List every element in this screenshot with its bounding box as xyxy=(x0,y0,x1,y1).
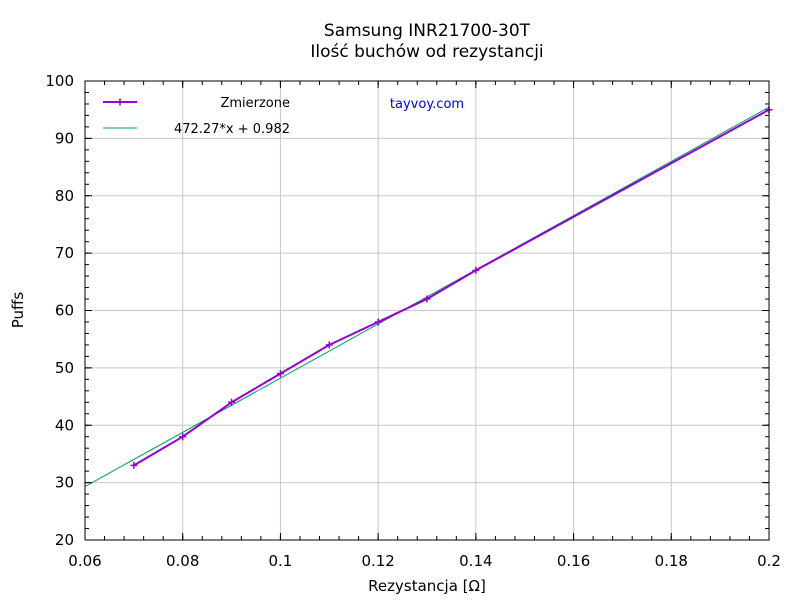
y-tick-label: 20 xyxy=(55,531,74,549)
data-point xyxy=(374,318,382,326)
data-point xyxy=(130,461,138,469)
data-point xyxy=(179,433,187,441)
y-axis-label: Puffs xyxy=(9,292,27,329)
x-tick-labels: 0.06 0.08 0.1 0.12 0.14 0.16 0.18 0.2 xyxy=(68,552,781,570)
y-tick-label: 60 xyxy=(55,302,74,320)
legend-label-measured: Zmierzone xyxy=(220,96,290,111)
watermark-text: tayvoy.com xyxy=(390,97,464,112)
legend-label-fit: 472.27*x + 0.982 xyxy=(174,122,290,137)
y-tick-label: 80 xyxy=(55,187,74,205)
y-tick-label: 50 xyxy=(55,359,74,377)
axis-ticks xyxy=(84,80,770,541)
x-axis-label: Rezystancja [Ω] xyxy=(368,577,486,595)
x-tick-label: 0.06 xyxy=(68,552,101,570)
x-tick-label: 0.08 xyxy=(166,552,199,570)
y-tick-labels: 20 30 40 50 60 70 80 90 100 xyxy=(45,72,74,549)
data-point xyxy=(228,398,236,406)
x-tick-label: 0.16 xyxy=(557,552,590,570)
chart-subtitle: Ilość buchów od rezystancji xyxy=(310,42,543,62)
grid xyxy=(85,81,769,540)
x-tick-label: 0.18 xyxy=(655,552,688,570)
x-tick-label: 0.1 xyxy=(268,552,292,570)
y-tick-label: 40 xyxy=(55,416,74,434)
data-point xyxy=(472,266,480,274)
series-layer xyxy=(130,106,773,469)
y-tick-label: 100 xyxy=(45,72,74,90)
x-tick-label: 0.12 xyxy=(361,552,394,570)
x-tick-label: 0.2 xyxy=(757,552,781,570)
x-tick-label: 0.14 xyxy=(459,552,492,570)
data-point xyxy=(325,341,333,349)
y-tick-label: 30 xyxy=(55,474,74,492)
data-point xyxy=(423,295,431,303)
y-tick-label: 90 xyxy=(55,129,74,147)
data-point xyxy=(276,370,284,378)
legend-marker-measured xyxy=(116,98,124,106)
y-tick-label: 70 xyxy=(55,244,74,262)
legend: Zmierzone 472.27*x + 0.982 xyxy=(103,96,290,137)
chart-title: Samsung INR21700-30T xyxy=(324,21,531,41)
